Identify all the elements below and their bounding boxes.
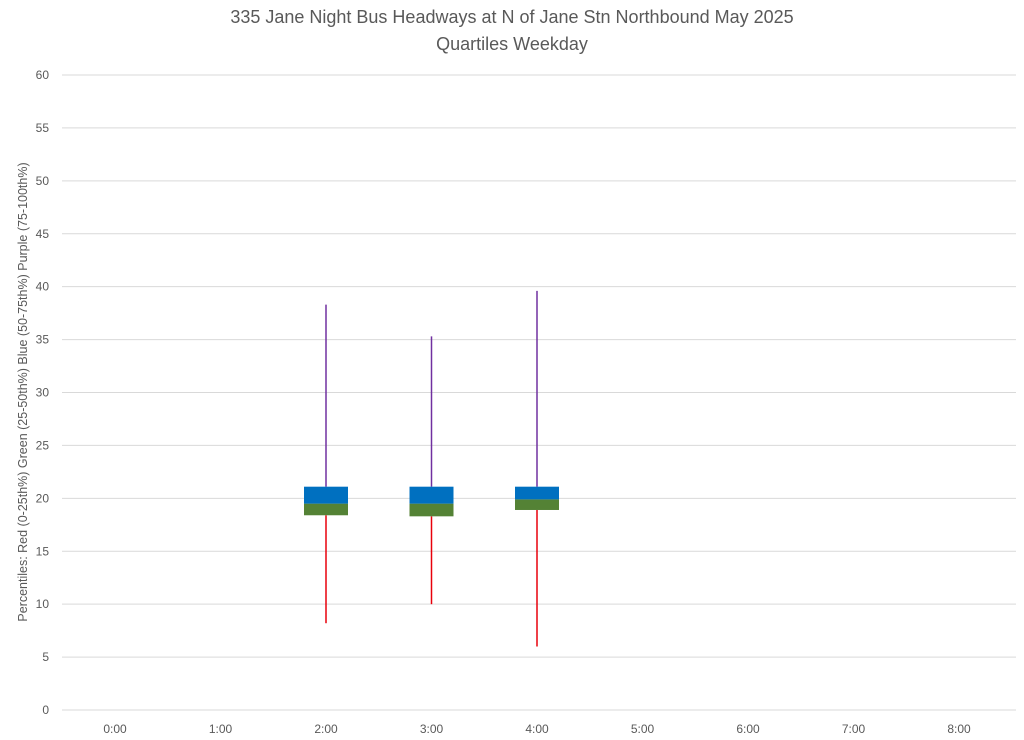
x-axis-ticks: 0:00 1:00 2:00 3:00 4:00 5:00 6:00 7:00 8:00 <box>103 722 971 736</box>
boxes <box>304 290 559 647</box>
x-tick-label: 7:00 <box>842 722 866 736</box>
y-tick-label: 60 <box>36 68 50 82</box>
x-tick-label: 2:00 <box>314 722 338 736</box>
gridlines <box>62 74 1016 711</box>
y-tick-label: 0 <box>42 703 49 717</box>
y-axis-ticks: 0 5 10 15 20 25 30 35 40 45 50 55 60 <box>36 68 50 717</box>
x-tick-label: 6:00 <box>736 722 760 736</box>
x-tick-label: 8:00 <box>947 722 971 736</box>
y-axis-label: Percentiles: Red (0-25th%) Green (25-50t… <box>16 162 30 621</box>
y-tick-label: 50 <box>36 174 50 188</box>
x-tick-label: 3:00 <box>420 722 444 736</box>
x-tick-label: 0:00 <box>103 722 127 736</box>
x-tick-label: 5:00 <box>631 722 655 736</box>
y-tick-label: 10 <box>36 597 50 611</box>
chart-title: 335 Jane Night Bus Headways at N of Jane… <box>230 7 794 27</box>
y-tick-label: 55 <box>36 121 50 135</box>
box-lower <box>409 503 454 517</box>
x-tick-label: 1:00 <box>209 722 233 736</box>
box-upper <box>409 486 454 504</box>
box-lower <box>515 499 559 510</box>
y-tick-label: 15 <box>36 544 50 558</box>
y-tick-label: 40 <box>36 280 50 294</box>
y-tick-label: 30 <box>36 386 50 400</box>
y-tick-label: 35 <box>36 333 50 347</box>
y-tick-label: 25 <box>36 438 50 452</box>
y-tick-label: 20 <box>36 491 50 505</box>
x-tick-label: 4:00 <box>525 722 549 736</box>
box-lower <box>304 503 348 516</box>
y-tick-label: 45 <box>36 227 50 241</box>
y-tick-label: 5 <box>42 650 49 664</box>
box-upper <box>515 486 559 500</box>
chart-subtitle: Quartiles Weekday <box>436 34 588 54</box>
box-upper <box>304 486 348 504</box>
